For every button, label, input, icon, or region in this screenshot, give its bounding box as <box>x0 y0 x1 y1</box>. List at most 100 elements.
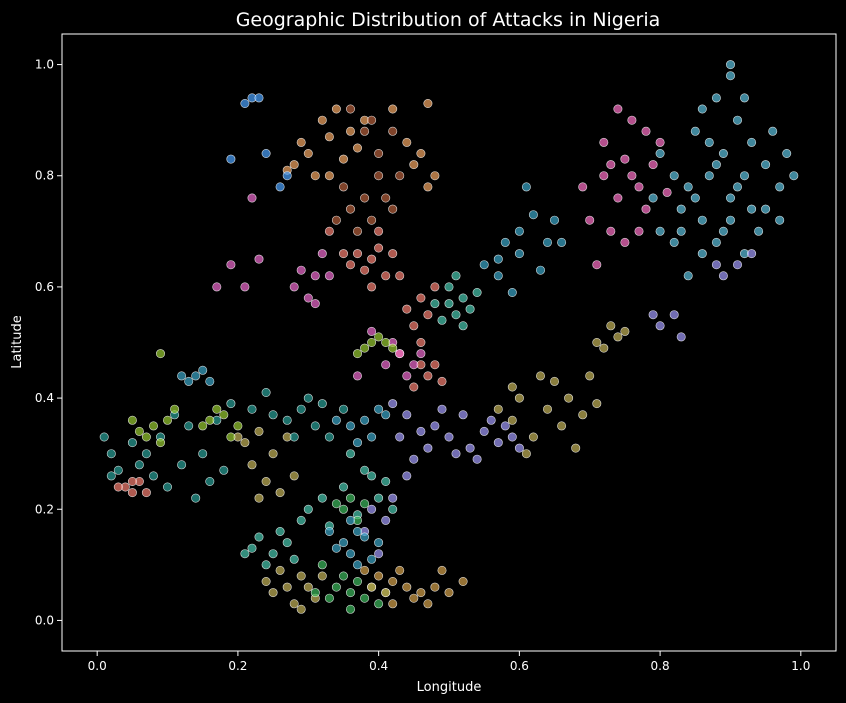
data-point-s2-13 <box>430 171 440 181</box>
data-point-s4-29 <box>141 488 151 498</box>
data-point-s1-5 <box>585 215 595 225</box>
data-point-s10-10 <box>367 326 377 336</box>
y-axis-label: Latitude <box>10 315 25 369</box>
data-point-s12-16 <box>141 449 151 459</box>
data-point-s5-21 <box>338 482 348 492</box>
data-point-s4-18 <box>409 382 419 392</box>
data-point-s5-16 <box>275 526 285 536</box>
data-point-s12-0 <box>282 415 292 425</box>
data-point-s4-20 <box>430 360 440 370</box>
data-point-s12-5 <box>289 432 299 442</box>
data-point-s11-5 <box>367 554 377 564</box>
data-point-s8-9 <box>338 504 348 514</box>
data-point-s12-11 <box>226 399 236 409</box>
data-point-s7-19 <box>571 443 581 453</box>
data-point-s12-21 <box>134 460 144 470</box>
data-point-s12-10 <box>247 404 257 414</box>
data-point-s0-15 <box>676 204 686 214</box>
data-point-s6-12 <box>402 410 412 420</box>
data-point-s5-3 <box>444 282 454 292</box>
data-point-s7-18 <box>549 376 559 386</box>
data-point-s6-9 <box>451 449 461 459</box>
data-point-s13-0 <box>134 426 144 436</box>
points-layer <box>99 60 799 614</box>
data-point-s7-30 <box>282 582 292 592</box>
data-point-s4-26 <box>113 482 123 492</box>
data-point-s13-12 <box>374 332 384 342</box>
data-point-s13-4 <box>127 415 137 425</box>
data-point-s11-11 <box>374 404 384 414</box>
data-point-s12-17 <box>127 438 137 448</box>
data-point-s9-4 <box>367 582 377 592</box>
data-point-s4-4 <box>352 249 362 259</box>
data-point-s0-24 <box>704 171 714 181</box>
data-point-s6-0 <box>430 421 440 431</box>
data-point-s2-15 <box>423 182 433 192</box>
data-point-s1-11 <box>578 182 588 192</box>
data-point-s0-35 <box>761 204 771 214</box>
data-point-s11-17 <box>493 254 503 264</box>
data-point-s6-23 <box>374 549 384 559</box>
data-point-s13-7 <box>212 404 222 414</box>
data-point-s2-5 <box>345 126 355 136</box>
data-point-s1-19 <box>606 160 616 170</box>
data-point-s6-3 <box>479 426 489 436</box>
data-point-s2-9 <box>352 143 362 153</box>
data-point-s10-15 <box>254 254 264 264</box>
data-point-s5-26 <box>345 449 355 459</box>
data-point-s7-27 <box>254 493 264 503</box>
data-point-s0-39 <box>725 60 735 70</box>
data-point-s7-23 <box>247 460 257 470</box>
data-point-s6-1 <box>444 432 454 442</box>
data-point-s0-19 <box>697 249 707 259</box>
data-point-s7-17 <box>507 382 517 392</box>
data-point-s10-16 <box>226 260 236 270</box>
data-point-s13-9 <box>198 421 208 431</box>
data-point-s6-17 <box>514 443 524 453</box>
data-point-s6-7 <box>472 454 482 464</box>
data-point-s13-5 <box>163 415 173 425</box>
data-point-s12-18 <box>106 449 116 459</box>
data-point-s7-7 <box>564 393 574 403</box>
data-point-s6-15 <box>409 454 419 464</box>
data-point-s5-18 <box>296 515 306 525</box>
y-tick-label: 0.6 <box>35 280 54 294</box>
data-point-s7-3 <box>528 432 538 442</box>
data-point-s0-8 <box>669 237 679 247</box>
plot-frame <box>61 33 837 652</box>
data-point-s6-5 <box>493 438 503 448</box>
data-point-s14-2 <box>254 93 264 103</box>
data-point-s5-6 <box>458 321 468 331</box>
data-point-s6-11 <box>416 426 426 436</box>
data-point-s4-10 <box>416 293 426 303</box>
data-point-s5-23 <box>374 493 384 503</box>
data-point-s11-6 <box>345 515 355 525</box>
data-point-s10-5 <box>395 349 405 359</box>
data-point-s0-33 <box>697 104 707 114</box>
data-point-s5-27 <box>367 471 377 481</box>
data-point-s6-28 <box>676 332 686 342</box>
data-point-s7-11 <box>613 332 623 342</box>
data-point-s10-13 <box>310 299 320 309</box>
data-point-s1-12 <box>655 137 665 147</box>
data-point-s5-2 <box>458 293 468 303</box>
data-point-s8-12 <box>331 499 341 509</box>
data-point-s11-29 <box>500 237 510 247</box>
data-point-s6-27 <box>648 310 658 320</box>
data-point-s4-19 <box>437 376 447 386</box>
data-point-s11-28 <box>514 226 524 236</box>
data-point-s5-0 <box>444 299 454 309</box>
data-point-s1-4 <box>627 115 637 125</box>
x-tick-label: 0.2 <box>228 659 247 673</box>
data-point-s11-23 <box>535 265 545 275</box>
data-point-s0-20 <box>655 226 665 236</box>
data-point-s4-8 <box>395 271 405 281</box>
data-point-s1-16 <box>627 171 637 181</box>
data-point-s3-8 <box>331 215 341 225</box>
data-point-s7-25 <box>261 476 271 486</box>
data-point-s6-10 <box>437 404 447 414</box>
data-point-s0-3 <box>697 215 707 225</box>
data-point-s2-16 <box>402 137 412 147</box>
data-point-s13-2 <box>141 432 151 442</box>
data-point-s9-3 <box>395 565 405 575</box>
